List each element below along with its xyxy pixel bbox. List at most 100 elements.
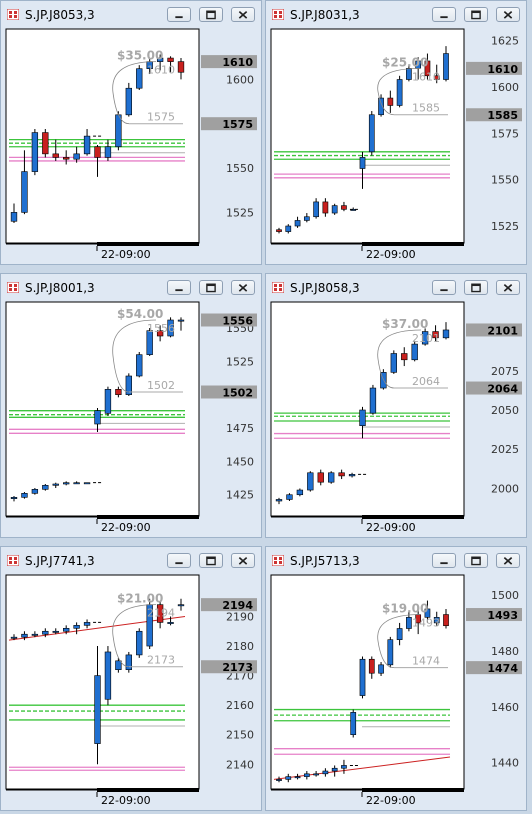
candle[interactable] [406,64,412,82]
time-scroll-bar[interactable] [362,515,464,519]
candle[interactable] [125,373,132,396]
candle[interactable] [177,58,185,80]
candle[interactable] [31,631,39,638]
plot-area[interactable] [270,28,465,244]
candle[interactable] [177,317,185,331]
candle[interactable] [387,636,394,668]
candle[interactable] [350,709,357,738]
candle[interactable] [21,492,28,499]
title-bar[interactable]: S.JP.J8058,3 [266,274,526,300]
candle[interactable] [317,469,324,486]
plot-area[interactable] [270,301,465,517]
maximize-button[interactable] [464,280,488,295]
candle[interactable] [313,198,319,219]
title-bar[interactable]: S.JP.J5713,3 [266,547,526,573]
candle[interactable] [167,317,174,338]
candle[interactable] [328,471,335,484]
candle[interactable] [136,65,143,90]
candle[interactable] [421,328,429,346]
maximize-button[interactable] [464,553,488,568]
time-scroll-bar[interactable] [97,788,199,792]
candle[interactable] [294,216,301,228]
candle[interactable] [167,56,174,73]
candle[interactable] [368,111,375,156]
price-chart[interactable]: 21902180217021602150214022-09:00$21.0021… [1,573,261,810]
candle[interactable] [83,482,91,485]
price-chart[interactable]: 207520502025200022-09:00$37.002101206421… [266,300,526,537]
candle[interactable] [10,496,18,502]
time-scroll-bar[interactable] [362,788,464,792]
close-button[interactable] [496,553,520,568]
candle[interactable] [73,146,80,163]
candle[interactable] [368,656,375,679]
candle[interactable] [432,325,439,341]
price-chart[interactable]: 150014801460144022-09:00$19.001493147414… [266,573,526,810]
candle[interactable] [424,600,431,623]
candle[interactable] [359,406,366,439]
candle[interactable] [433,64,440,84]
close-button[interactable] [231,553,255,568]
candle[interactable] [115,386,122,398]
candle[interactable] [285,224,292,234]
candle[interactable] [146,328,153,356]
candle[interactable] [104,139,112,161]
minimize-button[interactable] [167,280,191,295]
close-button[interactable] [496,7,520,22]
maximize-button[interactable] [464,7,488,22]
candle[interactable] [341,759,347,774]
candle[interactable] [348,472,356,478]
candle[interactable] [73,622,80,635]
candle[interactable] [136,628,143,658]
candle[interactable] [341,201,347,212]
price-chart[interactable]: 15501525150014751450142522-09:00$54.0015… [1,300,261,537]
candle[interactable] [125,651,132,673]
title-bar[interactable]: S.JP.J8001,3 [1,274,261,300]
candle[interactable] [63,481,70,486]
plot-area[interactable] [5,574,200,790]
candle[interactable] [167,616,174,626]
maximize-button[interactable] [199,280,223,295]
minimize-button[interactable] [432,7,456,22]
candle[interactable] [10,203,18,224]
plot-area[interactable] [270,574,465,790]
candle[interactable] [443,608,449,629]
candle[interactable] [125,82,132,117]
plot-area[interactable] [5,28,200,244]
candle[interactable] [94,408,101,432]
candle[interactable] [396,75,403,108]
candle[interactable] [378,662,384,677]
candle[interactable] [322,768,329,777]
candle[interactable] [42,129,49,158]
candle[interactable] [83,619,91,629]
candle[interactable] [73,481,80,485]
chart-window[interactable]: S.JP.J8053,3 1600 1575 1550 1525 22-09:00 $35.… [0,0,262,265]
candle[interactable] [63,625,70,635]
candle[interactable] [276,776,282,783]
candle[interactable] [285,773,292,783]
candle[interactable] [303,771,310,780]
price-chart[interactable]: 160015751550152522-09:00$35.001610157516… [1,27,261,264]
candle[interactable] [331,203,338,215]
candle[interactable] [156,601,164,629]
candle[interactable] [115,111,122,151]
candle[interactable] [104,646,112,706]
candle[interactable] [411,340,418,362]
title-bar[interactable]: S.JP.J8031,3 [266,1,526,27]
candle[interactable] [443,46,449,82]
candle[interactable] [387,90,394,113]
candle[interactable] [156,54,164,71]
minimize-button[interactable] [432,280,456,295]
candle[interactable] [338,469,345,480]
time-scroll-bar[interactable] [362,242,464,246]
candle[interactable] [396,622,403,646]
candle[interactable] [115,657,122,673]
chart-window[interactable]: S.JP.J8058,3 2075 2050 2025 2000 22-09:00 $37.… [265,273,527,538]
candle[interactable] [390,350,397,374]
candle[interactable] [296,488,304,497]
candle[interactable] [303,213,310,223]
candle[interactable] [401,347,408,367]
candle[interactable] [156,325,164,342]
candle[interactable] [21,631,28,641]
candle[interactable] [359,656,366,699]
candle[interactable] [52,628,59,635]
